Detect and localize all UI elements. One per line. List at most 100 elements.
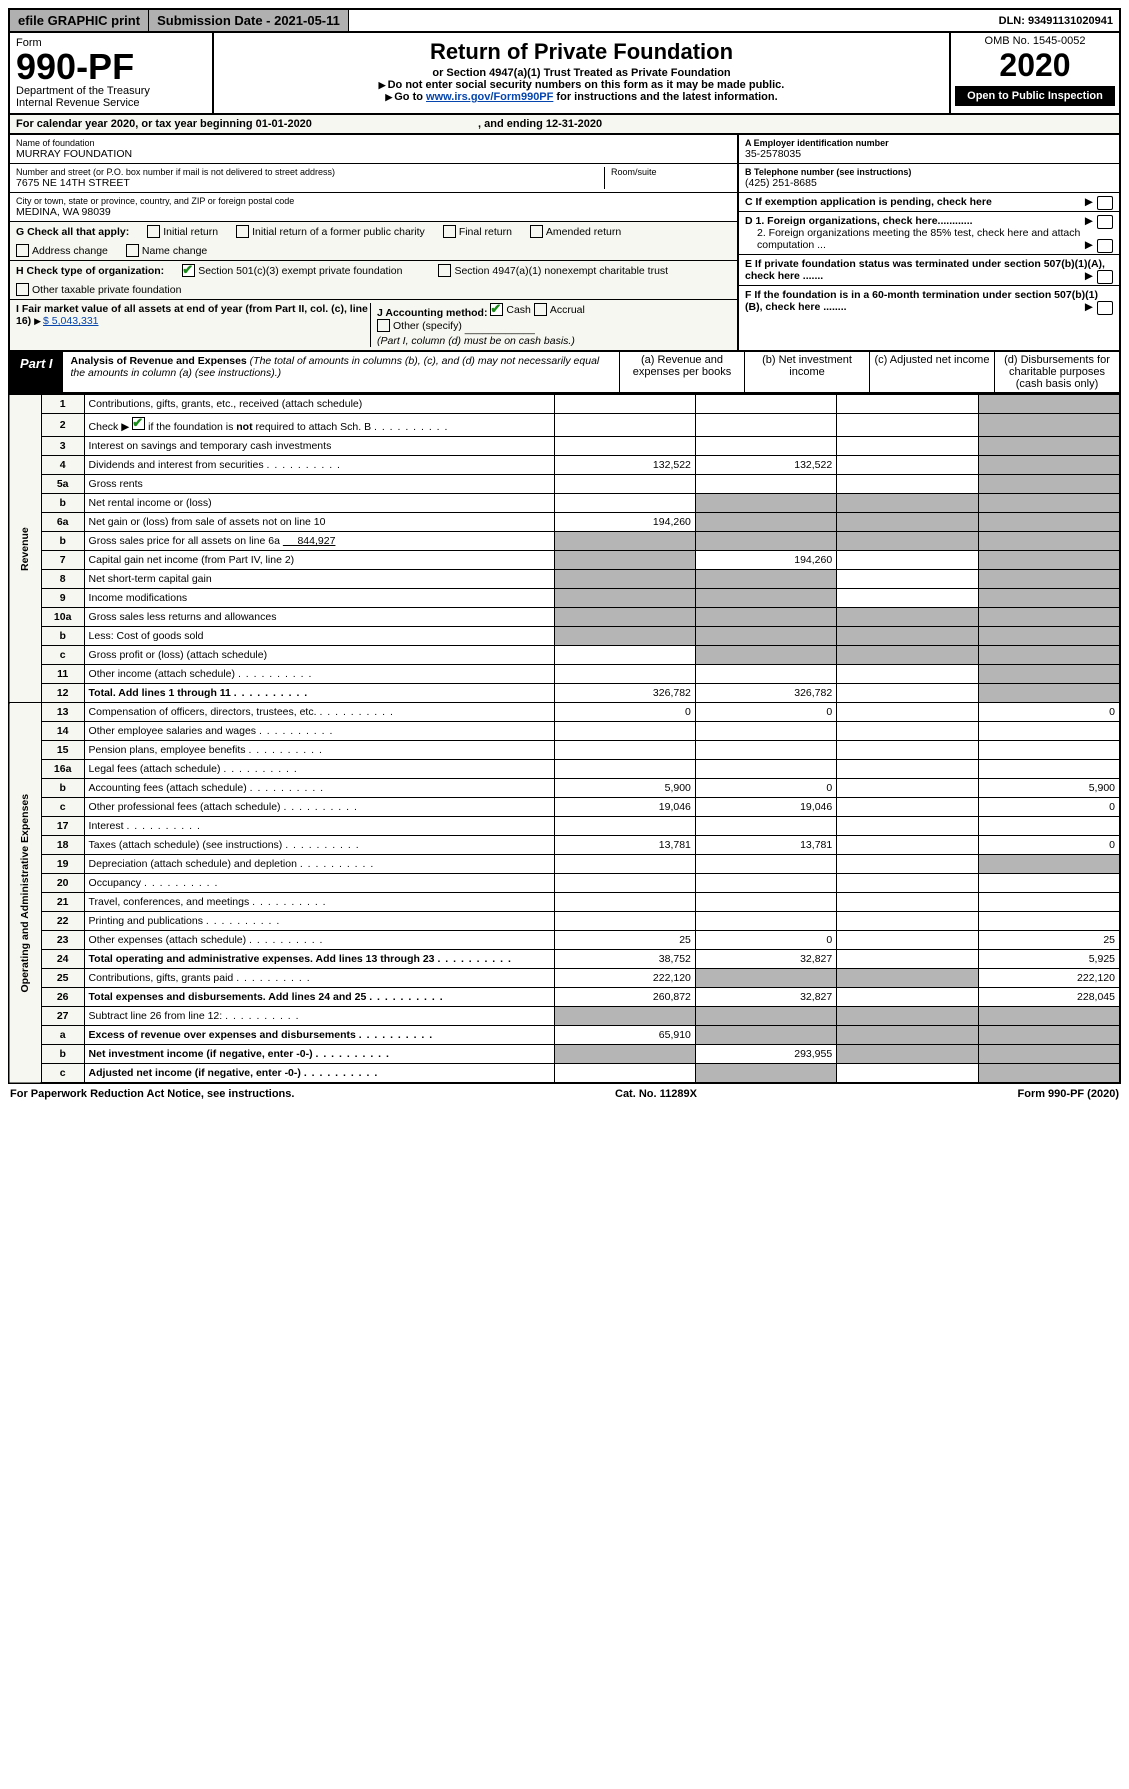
efile-print-button[interactable]: efile GRAPHIC print [10, 10, 149, 31]
city-state-zip: MEDINA, WA 98039 [16, 206, 731, 218]
footer-mid: Cat. No. 11289X [615, 1088, 697, 1100]
table-row: 4Dividends and interest from securities … [9, 456, 1120, 475]
ein-label: A Employer identification number [745, 138, 1113, 148]
form-number: 990-PF [16, 49, 206, 85]
footer-right: Form 990-PF (2020) [1018, 1088, 1119, 1100]
ein-value: 35-2578035 [745, 148, 1113, 160]
chk-other-taxable[interactable]: Other taxable private foundation [16, 283, 181, 296]
table-row: 25Contributions, gifts, grants paid 222,… [9, 969, 1120, 988]
table-row: bLess: Cost of goods sold [9, 627, 1120, 646]
table-row: bNet investment income (if negative, ent… [9, 1045, 1120, 1064]
j-note: (Part I, column (d) must be on cash basi… [377, 335, 575, 347]
table-row: Operating and Administrative Expenses13C… [9, 703, 1120, 722]
table-row: 20Occupancy [9, 874, 1120, 893]
g-label: G Check all that apply: [16, 226, 129, 238]
table-row: 22Printing and publications [9, 912, 1120, 931]
addr-label: Number and street (or P.O. box number if… [16, 167, 604, 177]
table-row: aExcess of revenue over expenses and dis… [9, 1026, 1120, 1045]
goto-line: Go to www.irs.gov/Form990PF for instruct… [224, 91, 939, 103]
table-row: bNet rental income or (loss) [9, 494, 1120, 513]
f-label: F If the foundation is in a 60-month ter… [745, 289, 1098, 313]
table-row: 3Interest on savings and temporary cash … [9, 437, 1120, 456]
table-row: cOther professional fees (attach schedul… [9, 798, 1120, 817]
col-d-header: (d) Disbursements for charitable purpose… [994, 352, 1119, 392]
table-row: 17Interest [9, 817, 1120, 836]
table-row: 14Other employee salaries and wages [9, 722, 1120, 741]
f-checkbox[interactable] [1097, 301, 1113, 315]
table-row: 5aGross rents [9, 475, 1120, 494]
part1-header: Part I Analysis of Revenue and Expenses … [8, 352, 1121, 394]
open-public-badge: Open to Public Inspection [955, 86, 1115, 106]
cal-end: , and ending 12-31-2020 [478, 118, 602, 130]
form-header: Form 990-PF Department of the Treasury I… [8, 33, 1121, 115]
table-row: 11Other income (attach schedule) [9, 665, 1120, 684]
table-row: 23Other expenses (attach schedule) 25025 [9, 931, 1120, 950]
phone-value: (425) 251-8685 [745, 177, 1113, 189]
foundation-name: MURRAY FOUNDATION [16, 148, 731, 160]
chk-name-change[interactable]: Name change [126, 244, 207, 257]
page-footer: For Paperwork Reduction Act Notice, see … [8, 1084, 1121, 1104]
table-row: 26Total expenses and disbursements. Add … [9, 988, 1120, 1007]
table-row: bGross sales price for all assets on lin… [9, 532, 1120, 551]
name-label: Name of foundation [16, 138, 731, 148]
table-row: bAccounting fees (attach schedule) 5,900… [9, 779, 1120, 798]
e-checkbox[interactable] [1097, 270, 1113, 284]
chk-amended[interactable]: Amended return [530, 225, 621, 238]
table-row: 6aNet gain or (loss) from sale of assets… [9, 513, 1120, 532]
table-row: 21Travel, conferences, and meetings [9, 893, 1120, 912]
cal-begin: For calendar year 2020, or tax year begi… [16, 118, 312, 130]
d2-label: 2. Foreign organizations meeting the 85%… [757, 227, 1080, 251]
table-row: 15Pension plans, employee benefits [9, 741, 1120, 760]
e-label: E If private foundation status was termi… [745, 258, 1105, 282]
table-row: 27Subtract line 26 from line 12: [9, 1007, 1120, 1026]
chk-accrual[interactable]: Accrual [534, 303, 585, 316]
d1-label: D 1. Foreign organizations, check here..… [745, 215, 973, 227]
chk-other-method[interactable]: Other (specify) [377, 319, 462, 332]
city-label: City or town, state or province, country… [16, 196, 731, 206]
table-row: Revenue1Contributions, gifts, grants, et… [9, 395, 1120, 414]
table-row: 16aLegal fees (attach schedule) [9, 760, 1120, 779]
form-subtitle: or Section 4947(a)(1) Trust Treated as P… [224, 67, 939, 79]
ssn-warning: Do not enter social security numbers on … [224, 79, 939, 91]
table-row: 24Total operating and administrative exp… [9, 950, 1120, 969]
part1-tab: Part I [10, 352, 63, 392]
table-row: cGross profit or (loss) (attach schedule… [9, 646, 1120, 665]
chk-4947a1[interactable]: Section 4947(a)(1) nonexempt charitable … [438, 264, 668, 277]
fmv-link[interactable]: $ 5,043,331 [43, 315, 98, 327]
chk-501c3[interactable]: Section 501(c)(3) exempt private foundat… [182, 264, 402, 277]
part1-title: Analysis of Revenue and Expenses [71, 355, 247, 367]
table-row: 19Depreciation (attach schedule) and dep… [9, 855, 1120, 874]
phone-label: B Telephone number (see instructions) [745, 167, 1113, 177]
chk-initial-former[interactable]: Initial return of a former public charit… [236, 225, 425, 238]
c-checkbox[interactable] [1097, 196, 1113, 210]
dept-label: Department of the Treasury [16, 85, 206, 97]
col-c-header: (c) Adjusted net income [869, 352, 994, 392]
form-link[interactable]: www.irs.gov/Form990PF [426, 91, 553, 103]
chk-initial-return[interactable]: Initial return [147, 225, 218, 238]
chk-final-return[interactable]: Final return [443, 225, 512, 238]
d2-checkbox[interactable] [1097, 239, 1113, 253]
submission-date-button[interactable]: Submission Date - 2021-05-11 [149, 10, 349, 31]
revenue-side-label: Revenue [9, 395, 41, 703]
c-label: C If exemption application is pending, c… [745, 196, 992, 208]
chk-addr-change[interactable]: Address change [16, 244, 108, 257]
street-address: 7675 NE 14TH STREET [16, 177, 604, 189]
footer-left: For Paperwork Reduction Act Notice, see … [10, 1088, 294, 1100]
table-row: 9Income modifications [9, 589, 1120, 608]
top-bar: efile GRAPHIC print Submission Date - 20… [8, 8, 1121, 33]
table-row: 18Taxes (attach schedule) (see instructi… [9, 836, 1120, 855]
d1-checkbox[interactable] [1097, 215, 1113, 229]
tax-year: 2020 [955, 47, 1115, 84]
expenses-side-label: Operating and Administrative Expenses [9, 703, 41, 1084]
h-label: H Check type of organization: [16, 265, 164, 277]
room-label: Room/suite [611, 167, 731, 177]
table-row: 12Total. Add lines 1 through 11 326,7823… [9, 684, 1120, 703]
form-title: Return of Private Foundation [224, 39, 939, 65]
entity-info: Name of foundation MURRAY FOUNDATION Num… [8, 135, 1121, 352]
goto-post: for instructions and the latest informat… [553, 91, 777, 103]
table-row: cAdjusted net income (if negative, enter… [9, 1064, 1120, 1084]
table-row: 2Check ▶ if the foundation is not requir… [9, 414, 1120, 437]
goto-pre: Go to [394, 91, 426, 103]
chk-cash[interactable]: Cash [490, 303, 531, 316]
irs-label: Internal Revenue Service [16, 97, 206, 109]
